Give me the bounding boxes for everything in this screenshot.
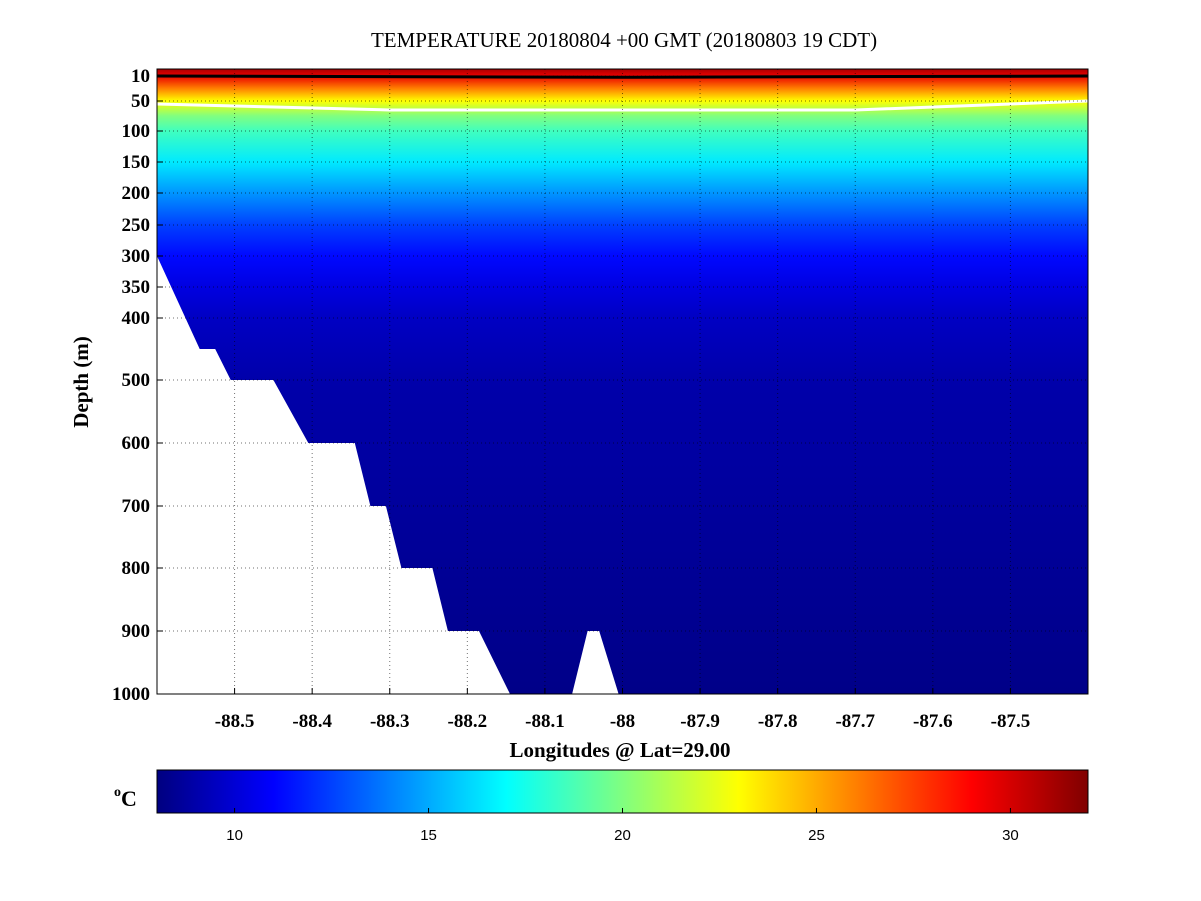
colorbar-unit-superscript: o bbox=[114, 785, 121, 800]
x-tick-label: -88.3 bbox=[370, 711, 410, 732]
x-tick-label: -87.5 bbox=[991, 711, 1031, 732]
x-tick-label: -88.1 bbox=[525, 711, 565, 732]
y-tick-label: 100 bbox=[122, 121, 151, 142]
y-tick-label: 50 bbox=[131, 91, 150, 112]
x-tick-label: -88.5 bbox=[215, 711, 255, 732]
x-tick-label: -87.8 bbox=[758, 711, 798, 732]
colorbar-tick-label: 20 bbox=[614, 827, 631, 844]
colorbar-unit-base: C bbox=[121, 786, 137, 811]
colorbar-unit: oC bbox=[114, 785, 137, 811]
x-tick-label: -87.9 bbox=[680, 711, 720, 732]
x-tick-label: -88 bbox=[610, 711, 635, 732]
colorbar-tick-label: 15 bbox=[420, 827, 437, 844]
x-axis-ticks: -88.5 -88.4 -88.3 -88.2 -88.1 -88 -87.9 -87.8 -8… bbox=[215, 688, 1030, 732]
y-axis-ticks: 10 50 100 150 200 250 300 350 400 500 600 700 800 900… bbox=[112, 66, 163, 705]
colorbar-fill bbox=[156, 769, 1089, 814]
y-tick-label: 300 bbox=[122, 246, 151, 267]
colorbar-tick-label: 30 bbox=[1002, 827, 1019, 844]
y-tick-label: 1000 bbox=[112, 684, 150, 705]
x-axis-label: Longitudes @ Lat=29.00 bbox=[509, 738, 730, 762]
colorbar-tick-label: 10 bbox=[226, 827, 243, 844]
y-tick-label: 150 bbox=[122, 152, 151, 173]
y-tick-label: 200 bbox=[122, 183, 151, 204]
plot-area bbox=[156, 68, 1089, 695]
y-tick-label: 350 bbox=[122, 277, 151, 298]
y-tick-label: 500 bbox=[122, 370, 151, 391]
x-tick-label: -88.4 bbox=[292, 711, 332, 732]
y-tick-label: 600 bbox=[122, 433, 151, 454]
colorbar-ticks: 10 15 20 25 30 bbox=[226, 808, 1019, 844]
grid-lines bbox=[157, 69, 1088, 694]
y-tick-label: 10 bbox=[131, 66, 150, 87]
x-tick-label: -87.7 bbox=[835, 711, 875, 732]
chart-title: TEMPERATURE 20180804 +00 GMT (20180803 1… bbox=[371, 28, 877, 52]
x-tick-label: -87.6 bbox=[913, 711, 953, 732]
colorbar: 10 15 20 25 30 oC bbox=[114, 769, 1089, 844]
x-tick-label: -88.2 bbox=[448, 711, 488, 732]
y-axis-label: Depth (m) bbox=[69, 336, 93, 428]
y-tick-label: 400 bbox=[122, 308, 151, 329]
bathymetry-mask bbox=[157, 256, 619, 694]
y-tick-label: 250 bbox=[122, 215, 151, 236]
y-tick-label: 900 bbox=[122, 621, 151, 642]
y-tick-label: 700 bbox=[122, 496, 151, 517]
y-tick-label: 800 bbox=[122, 558, 151, 579]
colorbar-tick-label: 25 bbox=[808, 827, 825, 844]
